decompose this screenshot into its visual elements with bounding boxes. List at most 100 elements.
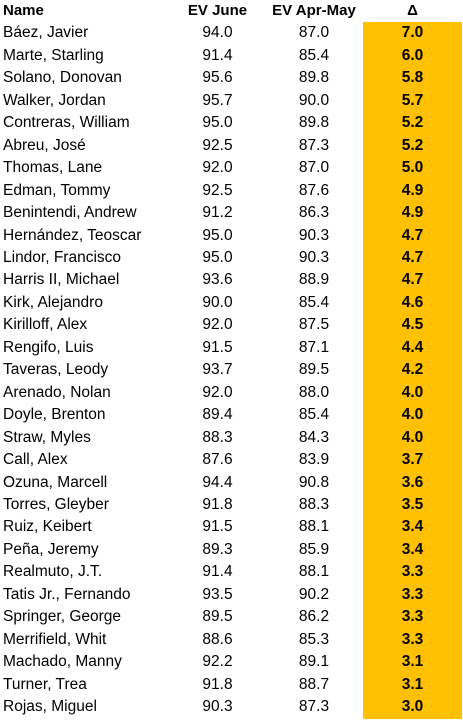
cell-delta[interactable]: 6.0 xyxy=(363,44,462,68)
cell-ev-june[interactable]: 91.5 xyxy=(202,338,233,356)
cell-ev-june[interactable]: 91.4 xyxy=(202,46,233,64)
cell-delta[interactable]: 3.3 xyxy=(363,561,462,584)
cell-delta[interactable]: 7.0 xyxy=(363,22,462,45)
cell-ev-june[interactable]: 88.6 xyxy=(202,630,233,648)
cell-name[interactable]: Arenado, Nolan xyxy=(3,383,111,401)
cell-name[interactable]: Rengifo, Luis xyxy=(3,338,94,356)
cell-name[interactable]: Walker, Jordan xyxy=(3,91,106,109)
cell-ev-apr-may[interactable]: 89.5 xyxy=(298,361,330,379)
cell-ev-june[interactable]: 92.0 xyxy=(202,159,233,177)
cell-name[interactable]: Harris II, Michael xyxy=(3,271,120,289)
cell-ev-june[interactable]: 94.0 xyxy=(202,24,233,42)
cell-name[interactable]: Doyle, Brenton xyxy=(3,406,106,424)
cell-ev-june[interactable]: 91.4 xyxy=(202,563,233,581)
cell-name[interactable]: Thomas, Lane xyxy=(3,159,103,177)
cell-ev-june[interactable]: 91.5 xyxy=(202,518,233,536)
column-header-ev-apr-may[interactable]: EV Apr-May xyxy=(272,2,356,19)
cell-ev-june[interactable]: 93.5 xyxy=(202,585,233,603)
cell-ev-apr-may[interactable]: 83.9 xyxy=(298,451,330,469)
cell-ev-apr-may[interactable]: 84.3 xyxy=(298,428,330,446)
cell-delta[interactable]: 4.5 xyxy=(363,314,462,337)
cell-name[interactable]: Tatis Jr., Fernando xyxy=(3,585,131,603)
cell-name[interactable]: Hernández, Teoscar xyxy=(3,226,142,244)
cell-ev-apr-may[interactable]: 87.5 xyxy=(298,316,330,334)
cell-ev-apr-may[interactable]: 87.6 xyxy=(298,181,330,199)
column-header-name[interactable]: Name xyxy=(3,2,44,19)
cell-delta[interactable]: 4.9 xyxy=(363,179,462,203)
cell-ev-apr-may[interactable]: 88.9 xyxy=(298,271,330,289)
cell-ev-apr-may[interactable]: 90.2 xyxy=(298,585,330,603)
cell-name[interactable]: Ozuna, Marcell xyxy=(3,473,108,491)
cell-ev-june[interactable]: 94.4 xyxy=(202,473,233,491)
cell-ev-june[interactable]: 91.8 xyxy=(202,495,233,513)
cell-delta[interactable]: 3.4 xyxy=(363,538,462,562)
cell-delta[interactable]: 3.0 xyxy=(363,696,462,719)
cell-delta[interactable]: 3.3 xyxy=(363,583,462,607)
cell-ev-apr-may[interactable]: 85.4 xyxy=(298,293,330,311)
cell-name[interactable]: Torres, Gleyber xyxy=(3,495,109,513)
cell-delta[interactable]: 3.1 xyxy=(363,651,462,674)
cell-delta[interactable]: 3.3 xyxy=(363,606,462,629)
cell-delta[interactable]: 4.7 xyxy=(363,246,462,270)
cell-delta[interactable]: 4.0 xyxy=(363,404,462,427)
cell-ev-june[interactable]: 88.3 xyxy=(202,428,233,446)
cell-delta[interactable]: 3.6 xyxy=(363,471,462,494)
cell-ev-june[interactable]: 87.6 xyxy=(202,451,233,469)
cell-delta[interactable]: 4.7 xyxy=(363,224,462,247)
cell-delta[interactable]: 4.0 xyxy=(363,426,462,450)
cell-delta[interactable]: 5.7 xyxy=(363,89,462,113)
cell-ev-june[interactable]: 95.0 xyxy=(202,114,233,132)
cell-ev-june[interactable]: 89.4 xyxy=(202,406,233,424)
cell-ev-apr-may[interactable]: 88.7 xyxy=(298,675,330,693)
cell-ev-apr-may[interactable]: 88.0 xyxy=(298,383,330,401)
cell-ev-june[interactable]: 95.7 xyxy=(202,91,233,109)
cell-delta[interactable]: 3.3 xyxy=(363,628,462,652)
cell-name[interactable]: Abreu, José xyxy=(3,136,86,154)
cell-delta[interactable]: 3.4 xyxy=(363,516,462,539)
cell-ev-june[interactable]: 91.2 xyxy=(202,204,233,222)
cell-name[interactable]: Turner, Trea xyxy=(3,675,87,693)
cell-name[interactable]: Marte, Starling xyxy=(3,46,104,64)
cell-ev-june[interactable]: 92.2 xyxy=(202,653,233,671)
cell-ev-june[interactable]: 95.0 xyxy=(202,226,233,244)
cell-ev-apr-may[interactable]: 86.3 xyxy=(298,204,330,222)
cell-ev-apr-may[interactable]: 85.9 xyxy=(298,540,330,558)
cell-ev-apr-may[interactable]: 89.8 xyxy=(298,114,330,132)
cell-ev-apr-may[interactable]: 85.4 xyxy=(298,406,330,424)
cell-ev-apr-may[interactable]: 85.4 xyxy=(298,46,330,64)
cell-ev-apr-may[interactable]: 87.3 xyxy=(298,136,330,154)
cell-name[interactable]: Peña, Jeremy xyxy=(3,540,99,558)
cell-ev-apr-may[interactable]: 86.2 xyxy=(298,608,330,626)
cell-delta[interactable]: 3.1 xyxy=(363,673,462,697)
cell-ev-apr-may[interactable]: 88.1 xyxy=(298,518,330,536)
cell-name[interactable]: Rojas, Miguel xyxy=(3,698,97,716)
cell-delta[interactable]: 4.9 xyxy=(363,202,462,225)
cell-ev-apr-may[interactable]: 90.3 xyxy=(298,226,330,244)
cell-ev-june[interactable]: 93.6 xyxy=(202,271,233,289)
column-header-ev-june[interactable]: EV June xyxy=(187,2,248,19)
cell-name[interactable]: Solano, Donovan xyxy=(3,69,122,87)
cell-ev-june[interactable]: 89.5 xyxy=(202,608,233,626)
cell-ev-june[interactable]: 95.6 xyxy=(202,69,233,87)
cell-name[interactable]: Benintendi, Andrew xyxy=(3,204,137,222)
cell-delta[interactable]: 4.7 xyxy=(363,269,462,292)
cell-ev-june[interactable]: 89.3 xyxy=(202,540,233,558)
cell-ev-june[interactable]: 92.0 xyxy=(202,316,233,334)
cell-ev-apr-may[interactable]: 87.0 xyxy=(298,24,330,42)
cell-name[interactable]: Ruiz, Keibert xyxy=(3,518,92,536)
cell-name[interactable]: Kirk, Alejandro xyxy=(3,293,103,311)
cell-ev-june[interactable]: 92.5 xyxy=(202,181,233,199)
cell-delta[interactable]: 5.8 xyxy=(363,67,462,90)
cell-delta[interactable]: 4.4 xyxy=(363,336,462,360)
cell-ev-june[interactable]: 95.0 xyxy=(202,248,233,266)
cell-name[interactable]: Realmuto, J.T. xyxy=(3,563,103,581)
cell-name[interactable]: Contreras, William xyxy=(3,114,130,132)
cell-ev-apr-may[interactable]: 87.0 xyxy=(298,159,330,177)
cell-ev-june[interactable]: 93.7 xyxy=(202,361,233,379)
cell-name[interactable]: Call, Alex xyxy=(3,451,68,469)
cell-name[interactable]: Springer, George xyxy=(3,608,122,626)
cell-delta[interactable]: 3.5 xyxy=(363,493,462,517)
cell-ev-apr-may[interactable]: 88.3 xyxy=(298,495,330,513)
cell-name[interactable]: Merrifield, Whit xyxy=(3,630,107,648)
cell-ev-june[interactable]: 90.3 xyxy=(202,698,233,716)
